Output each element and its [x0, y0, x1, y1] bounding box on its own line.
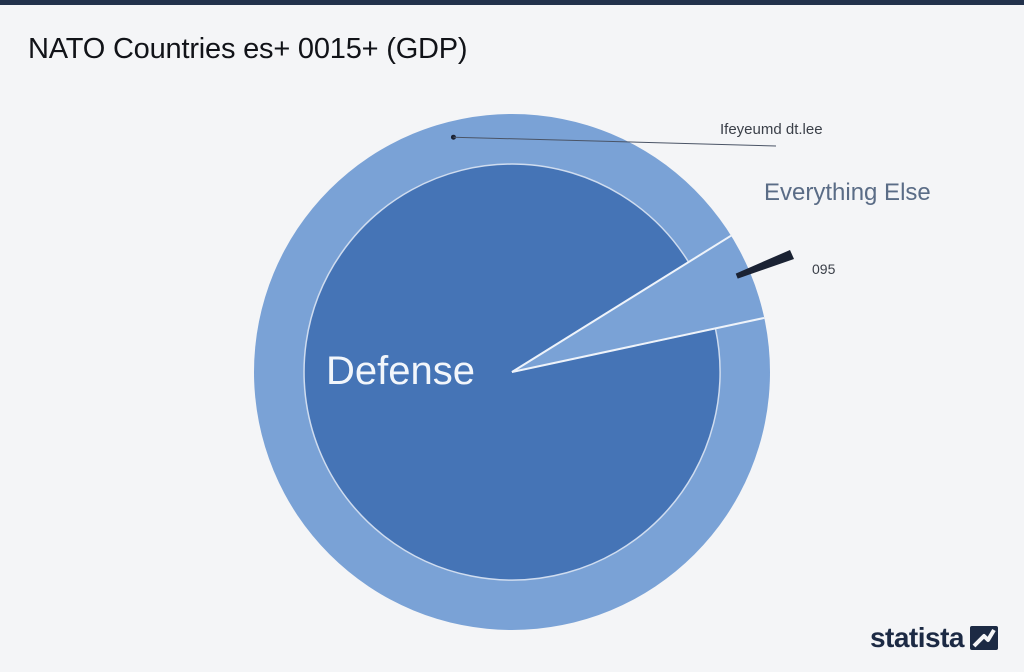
pie-slice-everything-else[interactable] — [512, 237, 761, 372]
pointer-mark — [735, 250, 794, 279]
annotation-outer-label: Ifeyeumd dt.lee — [720, 121, 823, 138]
slice-edge-line — [511, 234, 732, 373]
top-accent-bar — [0, 0, 1024, 5]
slice-label-defense: Defense — [326, 349, 475, 393]
leader-line — [453, 136, 777, 147]
statista-logo-icon — [970, 626, 998, 650]
slice-percent-label: 095 — [812, 261, 836, 277]
slice-label-everything-else: Everything Else — [764, 179, 931, 206]
logo-text: statista — [869, 622, 965, 653]
statista-logo: statista — [870, 622, 998, 654]
slice-edge-line — [511, 316, 765, 373]
chart-title: NATO Countries es+ 0015+ (GDP) — [28, 33, 468, 65]
